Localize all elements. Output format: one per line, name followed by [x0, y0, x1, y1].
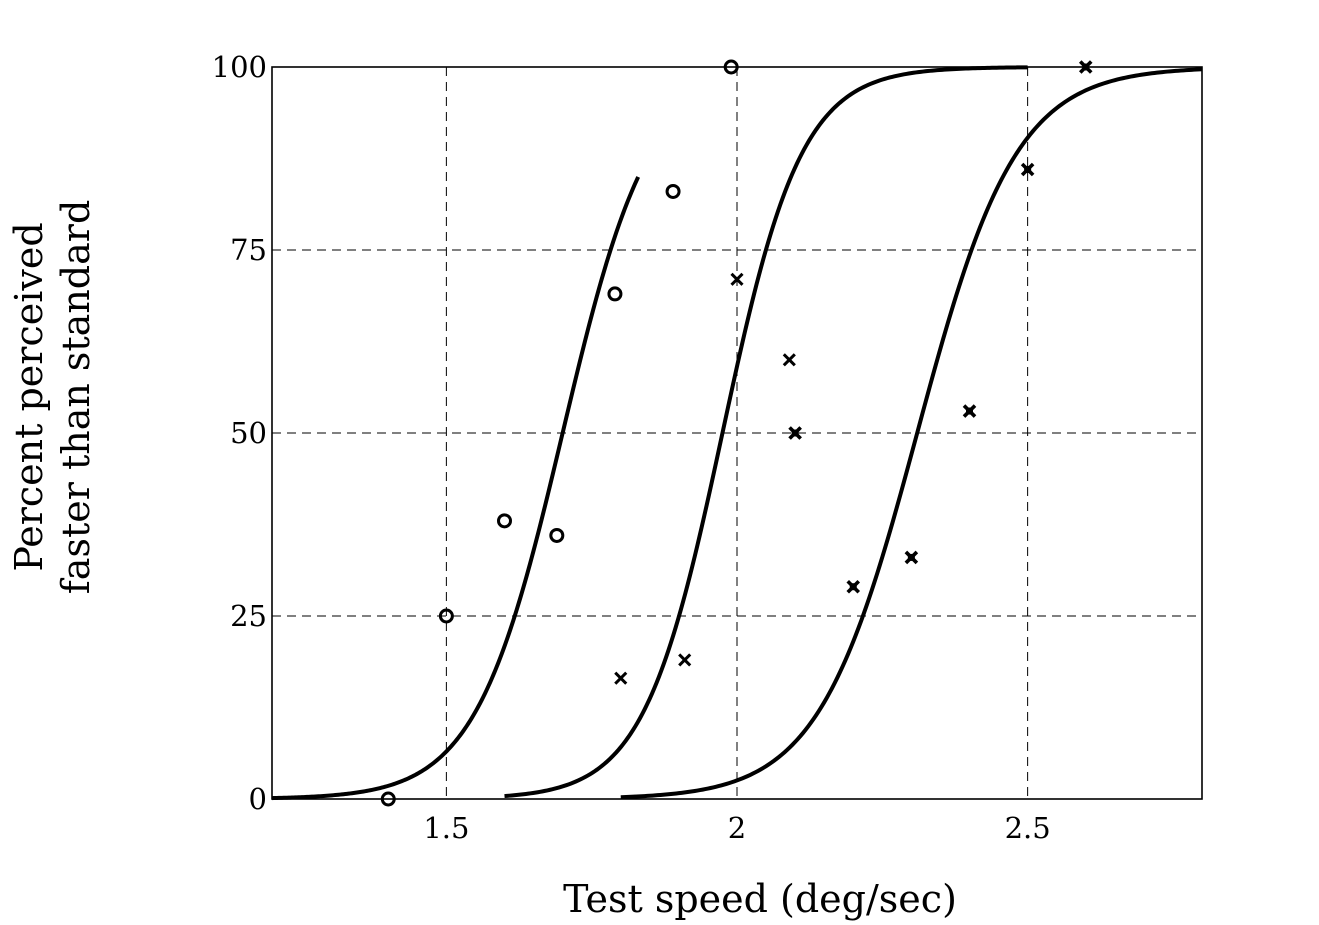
bold-cross-marker [904, 550, 919, 565]
cross-marker [782, 353, 796, 367]
cross-center [907, 553, 915, 561]
x-tick-label: 1.5 [423, 811, 469, 845]
cross-marker [678, 653, 692, 667]
cross-center [966, 407, 973, 415]
x-tick-label: 2.5 [1005, 811, 1051, 845]
y-tick-label: 25 [230, 599, 267, 633]
y-axis-title-line-2: faster than standard [54, 200, 98, 595]
cross-stroke [678, 653, 692, 667]
circle-marker [665, 183, 681, 199]
cross-stroke [730, 272, 744, 286]
cross-marker [614, 671, 628, 685]
fitted-curve [620, 67, 1203, 800]
cross-center [1024, 165, 1032, 173]
y-axis-title-line-1: Percent perceived [7, 222, 51, 571]
grid-lines [272, 67, 1202, 799]
circle-marker [438, 608, 454, 624]
bold-cross-marker [962, 404, 977, 418]
bold-cross-marker [846, 579, 861, 594]
x-tick-labels: 1.5 2 2.5 [423, 811, 1050, 845]
y-axis-title: Percent perceived faster than standard [7, 200, 98, 595]
cross-center [791, 429, 799, 437]
data-markers [380, 59, 1093, 807]
fitted-curve [504, 65, 1028, 799]
circle-marker [497, 513, 512, 529]
bold-cross-marker [788, 426, 802, 440]
cross-marker [730, 272, 744, 286]
y-tick-label: 100 [212, 50, 267, 84]
cross-stroke [614, 671, 628, 685]
y-tick-label: 50 [230, 416, 267, 450]
y-tick-label: 0 [249, 782, 267, 816]
circle-marker [549, 527, 565, 543]
fitted-curve [271, 176, 641, 801]
bold-cross-marker [1020, 162, 1035, 177]
circle-marker [607, 286, 623, 302]
cross-stroke [782, 353, 796, 367]
plot-frame [271, 66, 1203, 800]
y-tick-labels: 0 25 50 75 100 [212, 50, 267, 816]
cross-center [849, 583, 857, 591]
fitted-curves [271, 65, 1203, 801]
x-axis-title: Test speed (deg/sec) [563, 877, 957, 921]
x-tick-label: 2 [728, 811, 746, 845]
y-tick-label: 75 [230, 233, 267, 267]
